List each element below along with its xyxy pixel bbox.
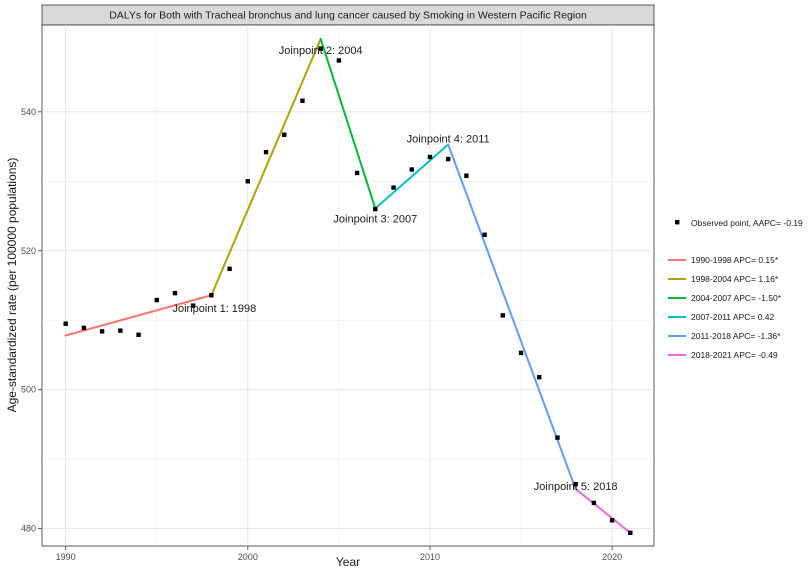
observed-point — [209, 293, 214, 298]
observed-point — [227, 266, 232, 272]
joinpoint-label-2: Joinpoint 2: 2004 — [279, 45, 363, 57]
legend-observed-key — [675, 220, 680, 225]
observed-point — [336, 58, 342, 63]
observed-point — [591, 500, 597, 506]
legend-label-4: 2007-2011 APC= 0.42 — [691, 312, 775, 322]
joinpoint-label-1: Joinpoint 1: 1998 — [172, 303, 256, 315]
observed-points — [63, 46, 633, 536]
observed-point — [555, 435, 560, 440]
observed-point — [500, 313, 506, 318]
observed-point — [518, 350, 524, 356]
observed-point — [445, 156, 451, 162]
trend-lines — [64, 37, 632, 534]
observed-point — [245, 179, 251, 184]
y-tick-label: 540 — [21, 107, 36, 117]
trend-segment-6 — [574, 488, 632, 534]
observed-point — [391, 185, 396, 190]
observed-point — [154, 297, 159, 303]
observed-point — [482, 232, 487, 237]
y-tick-label: 520 — [21, 246, 36, 256]
grid-lines — [42, 25, 654, 546]
y-axis-title: Age-standardized rate (per 100000 popula… — [5, 158, 19, 413]
observed-point — [409, 167, 414, 172]
observed-point — [609, 518, 615, 523]
x-tick-label: 2000 — [238, 552, 258, 562]
observed-point — [427, 154, 433, 160]
legend: Observed point, AAPC= -0.19 1990-1998 APC… — [668, 218, 803, 360]
legend-label-2: 1998-2004 APC= 1.16* — [691, 274, 779, 284]
observed-point — [318, 46, 323, 51]
trend-segment-1 — [64, 294, 213, 337]
y-tick-label: 480 — [21, 524, 36, 534]
observed-point — [373, 206, 378, 212]
observed-point — [136, 332, 141, 338]
joinpoint-label-4: Joinpoint 4: 2011 — [407, 133, 490, 145]
observed-point — [99, 329, 105, 334]
y-tick-label: 500 — [21, 385, 36, 395]
observed-point — [573, 481, 578, 487]
x-tick-label: 1990 — [56, 552, 76, 562]
observed-point — [118, 328, 123, 333]
joinpoint-label-3: Joinpoint 3: 2007 — [333, 213, 417, 225]
legend-label-3: 2004-2007 APC= -1.50* — [691, 293, 782, 303]
observed-point — [464, 173, 469, 178]
axis-ticks: 1990 2000 2010 2020 480 500 520 540 — [21, 107, 622, 562]
trend-segment-4 — [374, 143, 450, 210]
x-tick-label: 2010 — [420, 552, 440, 562]
observed-point — [282, 132, 287, 137]
trend-segment-2 — [210, 37, 322, 297]
legend-label-5: 2011-2018 APC= -1.36* — [691, 331, 781, 341]
observed-point — [300, 98, 305, 103]
trend-segment-5 — [447, 143, 577, 491]
x-axis-title: Year — [336, 555, 360, 569]
x-tick-label: 2020 — [602, 552, 622, 562]
observed-point — [628, 530, 633, 536]
plot-panel — [41, 24, 655, 547]
observed-point — [172, 290, 178, 296]
trend-segment-3 — [319, 37, 377, 210]
observed-point — [537, 374, 542, 380]
observed-point — [190, 303, 196, 308]
observed-point — [263, 149, 269, 155]
observed-point — [81, 325, 87, 331]
observed-point — [63, 321, 68, 326]
legend-observed-label: Observed point, AAPC= -0.19 — [691, 218, 803, 228]
legend-label-1: 1990-1998 APC= 0.15* — [691, 255, 779, 265]
legend-label-6: 2018-2021 APC= -0.49 — [691, 350, 778, 360]
chart-title: DALYs for Both with Tracheal bronchus an… — [109, 10, 587, 22]
joinpoint-label-5: Joinpoint 5: 2018 — [534, 481, 618, 493]
joinpoint-annotations: Joinpoint 1: 1998 Joinpoint 2: 2004 Joinpo… — [172, 45, 617, 493]
observed-point — [354, 170, 360, 176]
